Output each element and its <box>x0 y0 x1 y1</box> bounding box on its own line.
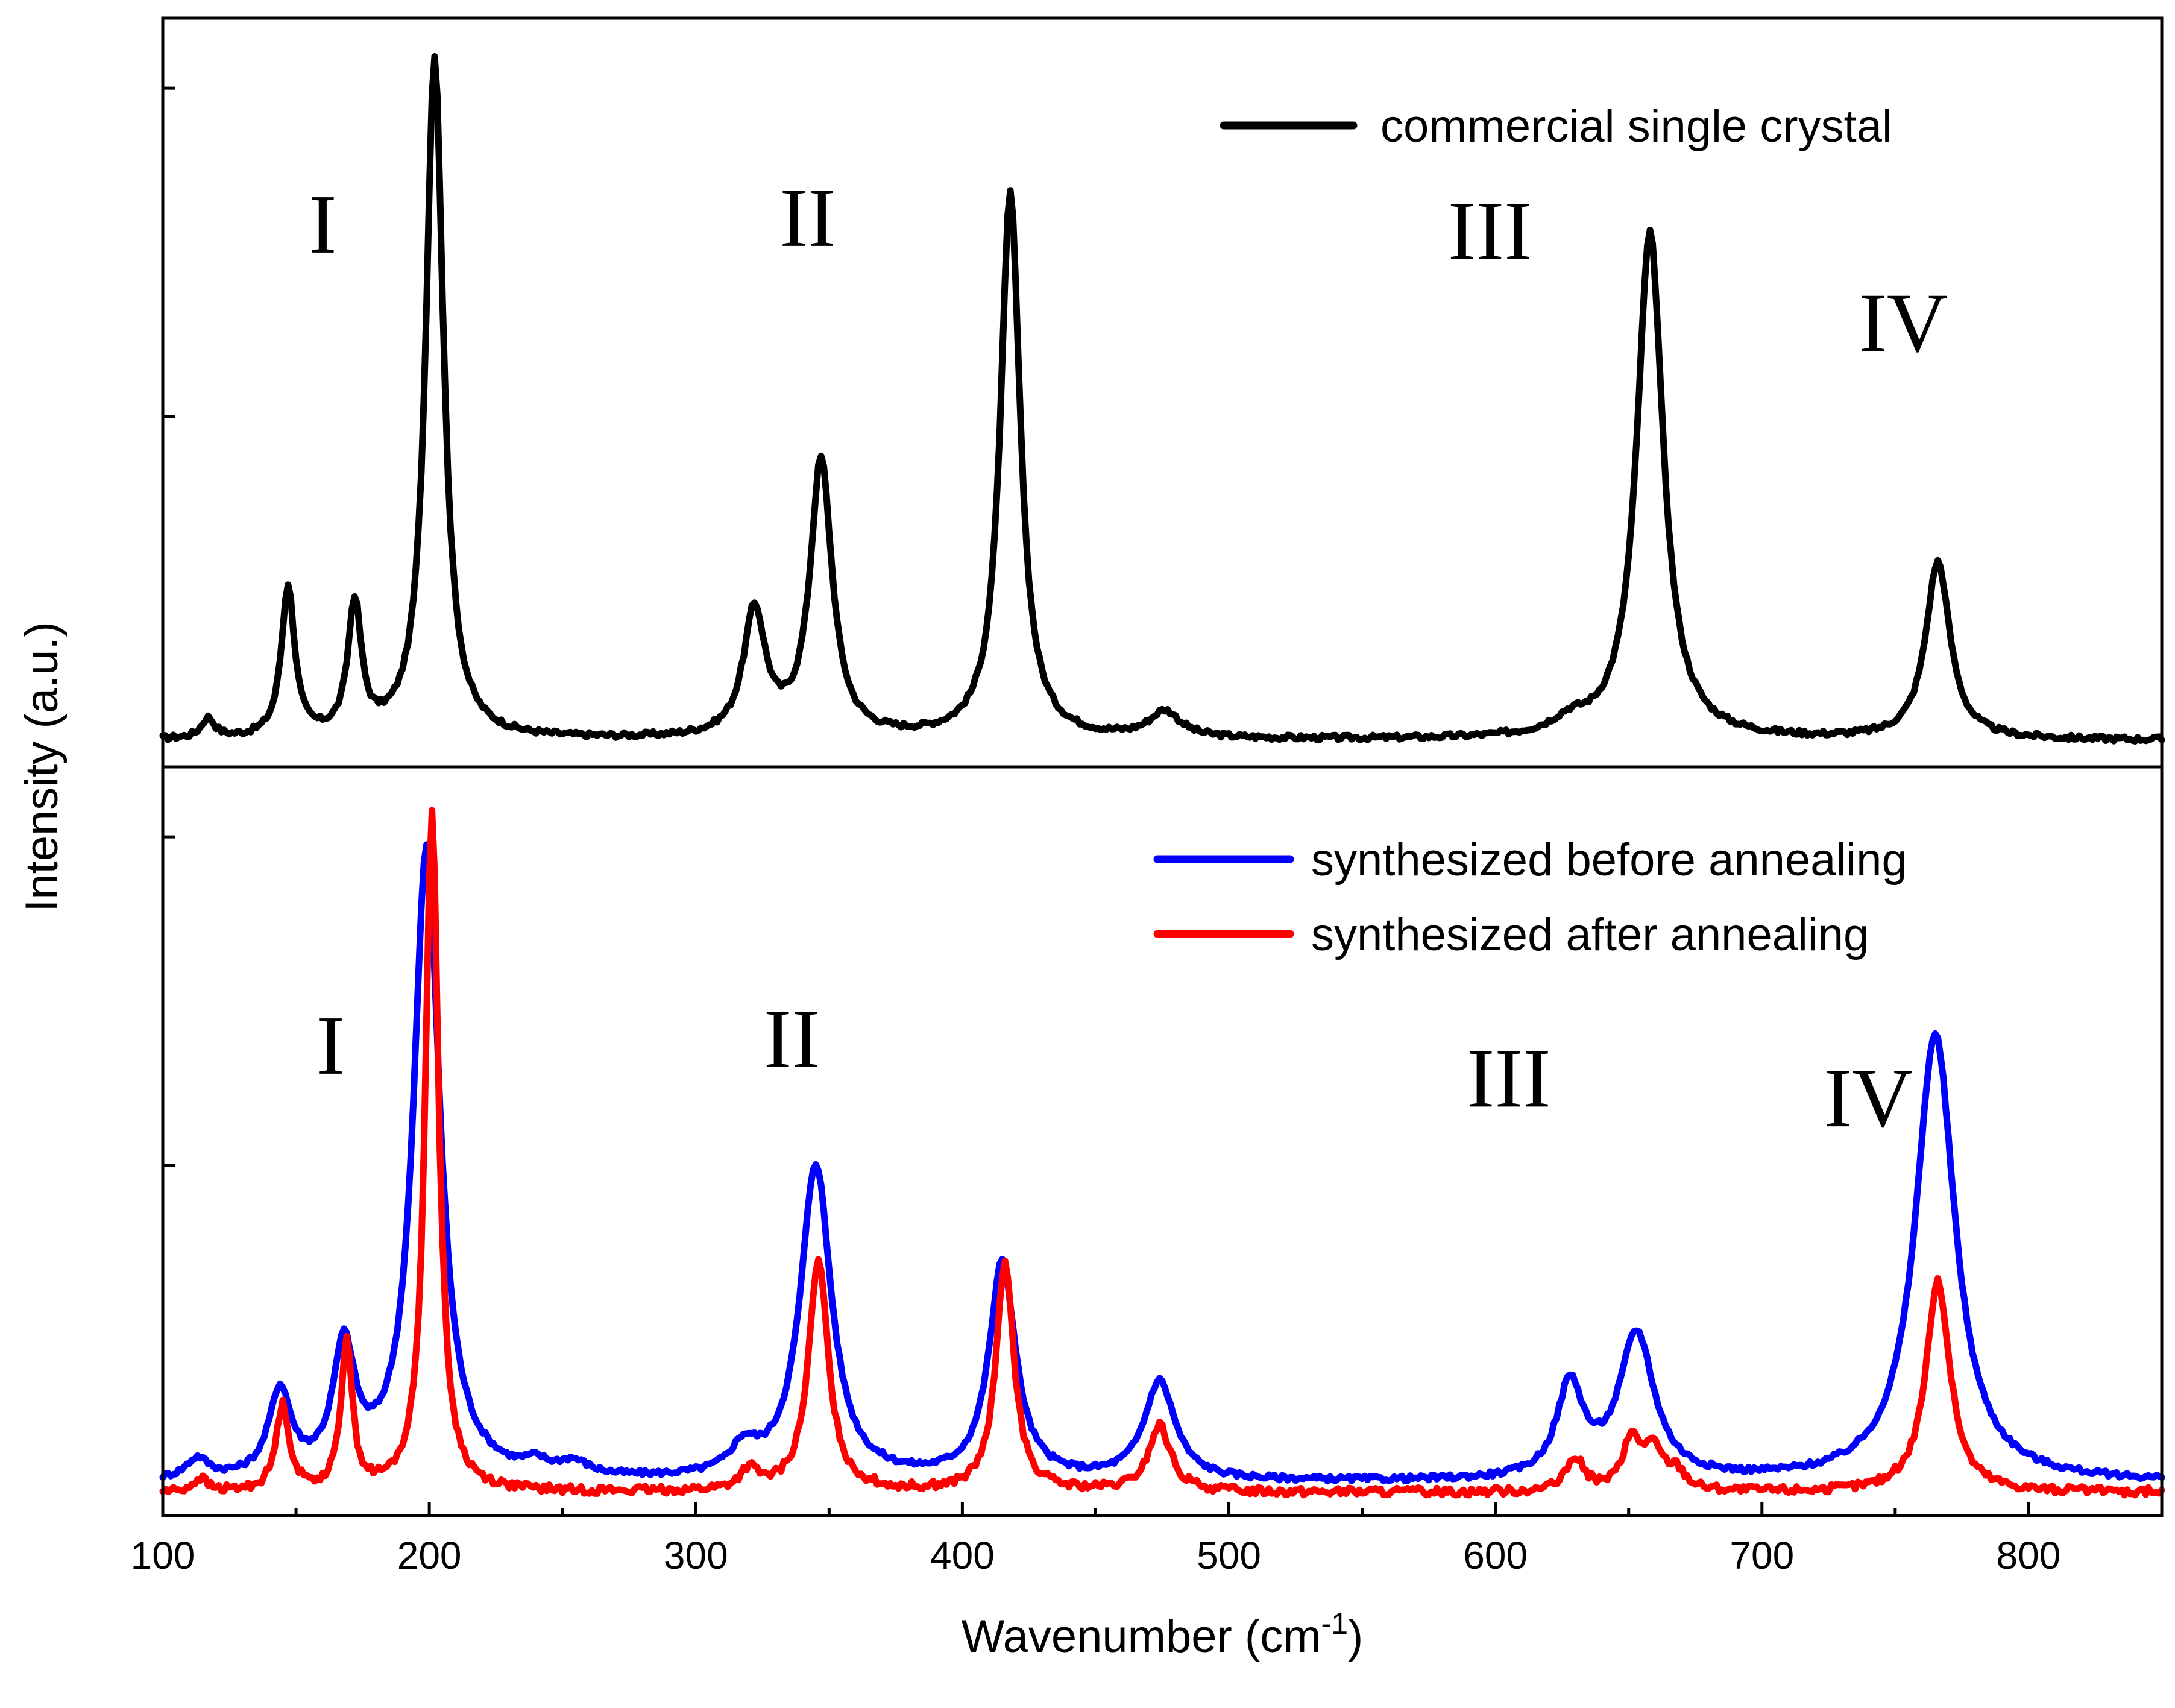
legend-label-commercial: commercial single crystal <box>1380 101 1892 152</box>
top-region-label-2: III <box>1448 184 1532 278</box>
legend-label-before: synthesized before annealing <box>1311 834 1907 886</box>
legend-bottom: synthesized before annealing synthesized… <box>1153 834 1907 960</box>
x-tick-label-700: 700 <box>1730 1534 1794 1577</box>
bottom-series-group <box>159 807 2165 1499</box>
bottom-panel-frame <box>161 765 2164 1517</box>
bottom-region-label-0: I <box>316 999 345 1092</box>
x-tick-label-600: 600 <box>1463 1534 1528 1577</box>
bottom-region-label-3: IV <box>1824 1051 1913 1145</box>
bottom-series-line-1 <box>159 807 2165 1499</box>
top-y-ticks <box>163 86 175 419</box>
bottom-series-line-0 <box>159 841 2165 1485</box>
legend-top: commercial single crystal <box>1220 101 1892 152</box>
x-tick-label-800: 800 <box>1997 1534 2061 1577</box>
x-axis-title: Wavenumber (cm-1) <box>962 1607 1364 1662</box>
top-region-label-1: II <box>779 171 836 265</box>
top-series-group <box>159 53 2165 745</box>
x-axis-title-main: Wavenumber (cm <box>962 1611 1321 1662</box>
legend-label-after: synthesized after annealing <box>1311 909 1869 960</box>
bottom-panel: I II III IV synthesized before annealing sy… <box>159 765 2165 1517</box>
x-tick-label-300: 300 <box>664 1534 728 1577</box>
x-tick-label-100: 100 <box>131 1534 195 1577</box>
top-series-line-0 <box>159 53 2165 745</box>
x-tick-label-400: 400 <box>930 1534 995 1577</box>
top-region-label-0: I <box>309 178 337 271</box>
top-region-label-3: IV <box>1859 276 1948 370</box>
bottom-region-label-1: II <box>764 992 820 1086</box>
x-tick-label-500: 500 <box>1197 1534 1261 1577</box>
bottom-region-label-2: III <box>1467 1032 1551 1125</box>
x-tick-label-200: 200 <box>397 1534 462 1577</box>
x-axis-title-close: ) <box>1348 1611 1363 1662</box>
bottom-region-labels: I II III IV <box>316 992 1913 1145</box>
x-axis: 100 200 300 400 500 600 700 800 <box>131 1502 2061 1577</box>
x-axis-title-sup: -1 <box>1321 1607 1348 1640</box>
y-axis-title: Intensity (a.u.) <box>16 622 68 912</box>
bottom-y-ticks <box>163 835 175 1168</box>
